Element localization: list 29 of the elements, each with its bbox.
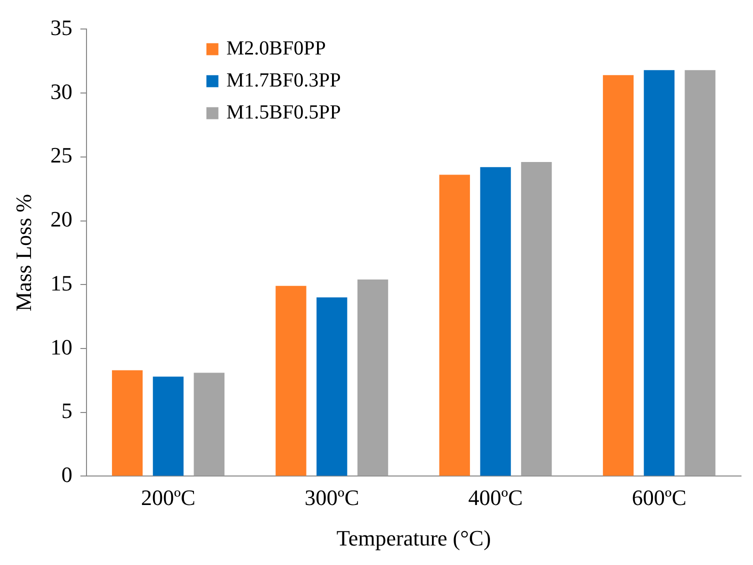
x-axis-title: Temperature (°C) xyxy=(336,526,491,551)
y-tick-label: 20 xyxy=(50,206,72,232)
legend-label: M2.0BF0PP xyxy=(226,37,326,60)
bar xyxy=(439,174,470,476)
y-tick-label: 10 xyxy=(50,334,72,360)
bar xyxy=(521,162,552,476)
bar xyxy=(602,75,634,476)
bar xyxy=(194,372,224,476)
bar xyxy=(480,167,511,476)
y-tick-label: 15 xyxy=(50,270,72,296)
bar xyxy=(276,286,306,476)
bar xyxy=(644,70,675,476)
y-tick-label: 0 xyxy=(61,462,72,487)
y-tick-label: 30 xyxy=(50,78,72,104)
y-tick-label: 35 xyxy=(50,14,72,40)
x-tick-label: 600ºC xyxy=(632,485,686,510)
y-tick-label: 25 xyxy=(50,142,72,168)
bar xyxy=(684,70,716,476)
x-tick-label: 400ºC xyxy=(468,485,523,510)
y-tick-label: 5 xyxy=(61,398,72,424)
y-axis-title: Mass Loss % xyxy=(10,194,36,312)
legend-label: M1.7BF0.3PP xyxy=(226,69,341,92)
bar xyxy=(357,280,388,476)
x-tick-label: 200ºC xyxy=(140,485,196,510)
bar xyxy=(316,297,348,476)
bar xyxy=(112,370,143,476)
legend-label: M1.5BF0.5PP xyxy=(226,101,341,124)
bar xyxy=(152,376,184,476)
x-tick-label: 300ºC xyxy=(304,485,360,510)
